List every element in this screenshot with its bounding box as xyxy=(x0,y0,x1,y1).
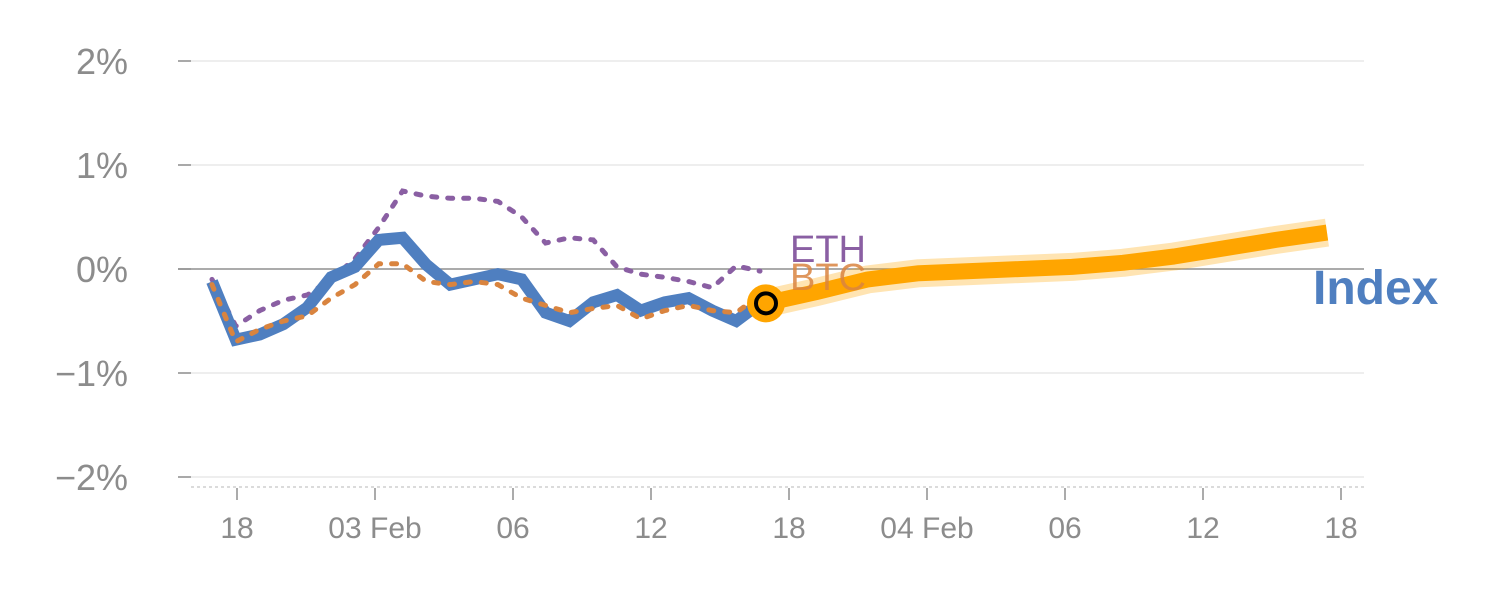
y-tick-label: −2% xyxy=(55,457,128,498)
y-tick-label: 1% xyxy=(76,145,128,186)
btc-series-line xyxy=(209,261,763,346)
x-tick-label: 12 xyxy=(1186,512,1219,545)
btc-label: BTC xyxy=(790,257,866,299)
x-tick-label: 18 xyxy=(220,512,253,545)
y-tick-label: 2% xyxy=(76,41,128,82)
x-tick-label: 18 xyxy=(772,512,805,545)
x-tick-label: 06 xyxy=(496,512,529,545)
y-tick-label: 0% xyxy=(76,249,128,290)
x-tick-label: 03 Feb xyxy=(328,512,421,545)
x-tick-label: 06 xyxy=(1048,512,1081,545)
y-tick-label: −1% xyxy=(55,353,128,394)
x-tick-label: 12 xyxy=(634,512,667,545)
eth-label: ETH xyxy=(790,229,866,271)
x-tick-label: 18 xyxy=(1324,512,1357,545)
current-point-ring xyxy=(754,291,778,316)
current-point-marker xyxy=(747,284,785,323)
forecast-line xyxy=(764,224,1329,312)
index-series-line xyxy=(206,231,764,347)
index-label: Index xyxy=(1313,262,1439,315)
x-tick-label: 04 Feb xyxy=(880,512,973,545)
eth-series-line xyxy=(209,188,763,330)
